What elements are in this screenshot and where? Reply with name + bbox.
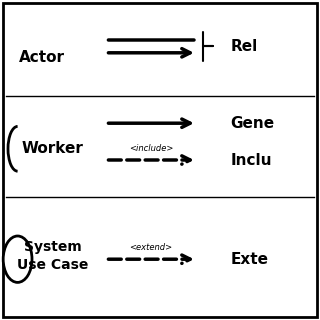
Text: Inclu: Inclu [230,153,272,167]
Text: Worker: Worker [22,141,84,156]
Text: <extend>: <extend> [130,243,172,252]
Text: Gene: Gene [230,116,275,131]
Text: Actor: Actor [19,50,65,65]
Ellipse shape [3,236,32,283]
Text: System
Use Case: System Use Case [17,240,89,272]
Text: <include>: <include> [129,144,173,153]
Text: Rel: Rel [230,39,258,54]
Text: Exte: Exte [230,252,268,267]
